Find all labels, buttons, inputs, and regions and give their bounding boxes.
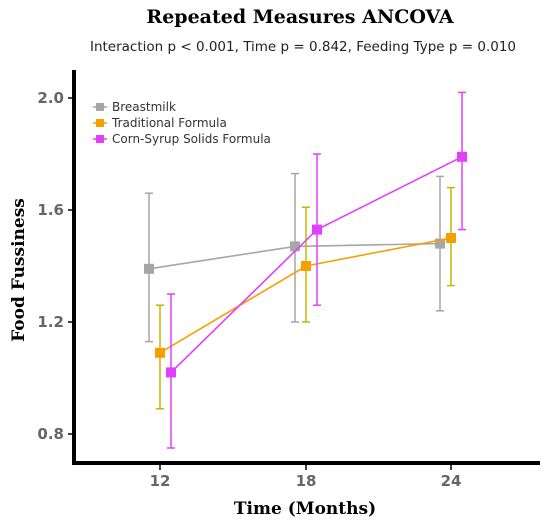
y-tick-label-3: 2.0 (37, 89, 64, 107)
point-0-0 (144, 263, 154, 274)
legend-swatch-2 (96, 135, 104, 143)
series-1 (155, 186, 456, 410)
point-0-2 (435, 238, 445, 249)
x-tick-label-2: 24 (441, 472, 462, 490)
point-1-2 (446, 233, 456, 243)
point-2-1 (312, 224, 322, 235)
chart-subtitle: Interaction p < 0.001, Time p = 0.842, F… (90, 39, 516, 55)
y-tick-label-1: 1.2 (37, 313, 64, 331)
y-tick-label-0: 0.8 (37, 425, 64, 443)
legend-label-0: Breastmilk (112, 100, 176, 114)
x-tick-label-0: 12 (150, 472, 171, 490)
legend: Breastmilk Traditional Formula Corn-Syrup … (93, 100, 271, 146)
legend-item-1: Traditional Formula (93, 116, 227, 130)
legend-label-1: Traditional Formula (111, 116, 227, 130)
y-axis-label: Food Fussiness (9, 198, 29, 342)
legend-item-0: Breastmilk (93, 100, 176, 114)
point-1-0 (155, 347, 165, 358)
chart-title: Repeated Measures ANCOVA (146, 6, 453, 28)
point-2-0 (166, 367, 176, 378)
y-ticks: 0.8 1.2 1.6 2.0 (37, 89, 74, 443)
series-0 (144, 172, 445, 343)
point-2-2 (457, 151, 467, 162)
point-1-1 (301, 261, 311, 271)
x-axis-label: Time (Months) (234, 499, 376, 519)
legend-label-2: Corn-Syrup Solids Formula (112, 132, 271, 146)
x-ticks: 12 18 24 (150, 464, 462, 490)
y-tick-label-2: 1.6 (37, 201, 64, 219)
legend-swatch-1 (96, 119, 104, 127)
point-0-1 (290, 241, 300, 252)
plot-area (144, 91, 467, 449)
legend-item-2: Corn-Syrup Solids Formula (93, 132, 271, 146)
legend-swatch-0 (96, 103, 104, 111)
x-tick-label-1: 18 (296, 472, 317, 490)
series-2 (166, 91, 467, 449)
